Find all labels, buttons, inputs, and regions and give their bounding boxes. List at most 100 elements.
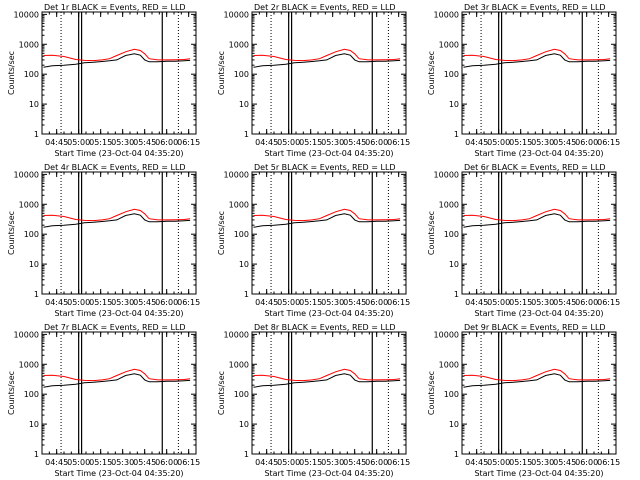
y-tick-label: 100	[24, 230, 39, 239]
x-tick-label: 05:00	[487, 298, 510, 307]
x-tick-label: 05:45	[133, 458, 156, 467]
x-axis-label: Start Time (23-Oct-04 04:35:20)	[474, 309, 603, 318]
x-axis-label: Start Time (23-Oct-04 04:35:20)	[54, 469, 183, 478]
x-tick-label: 06:15	[597, 298, 620, 307]
chart-title: Det 2r BLACK = Events, RED = LLD	[254, 3, 396, 12]
chart-title: Det 7r BLACK = Events, RED = LLD	[44, 323, 186, 332]
x-tick-label: 05:00	[277, 138, 300, 147]
events-series-line	[43, 373, 191, 388]
x-tick-label: 06:15	[177, 298, 200, 307]
x-axis-label: Start Time (23-Oct-04 04:35:20)	[474, 469, 603, 478]
plot-frame	[251, 11, 407, 135]
y-axis-label: Counts/sec	[7, 211, 16, 255]
events-series-line	[43, 53, 191, 68]
events-series-line	[253, 373, 401, 388]
y-tick-label: 10000	[434, 10, 459, 19]
x-tick-label: 05:15	[299, 298, 322, 307]
events-series-line	[253, 213, 401, 228]
lld-series-line	[463, 368, 611, 382]
y-axis-label: Counts/sec	[427, 371, 436, 415]
chart-panel-9: 1 10 100 1000 10000 04:4505:0005:1505:3005:45…	[427, 323, 620, 478]
y-axis-label: Counts/sec	[7, 51, 16, 95]
x-tick-label: 06:15	[597, 138, 620, 147]
x-axis-label: Start Time (23-Oct-04 04:35:20)	[54, 149, 183, 158]
plot-frame	[461, 11, 617, 135]
chart-panel-4: 1 10 100 1000 10000 04:4505:0005:1505:3005:45…	[7, 163, 200, 318]
y-tick-label: 10	[449, 420, 459, 429]
y-tick-label: 10000	[224, 170, 249, 179]
x-tick-label: 06:15	[387, 458, 410, 467]
y-tick-label: 10	[449, 100, 459, 109]
y-tick-label: 10000	[434, 170, 459, 179]
x-tick-label: 05:30	[321, 298, 344, 307]
x-tick-label: 05:45	[553, 458, 576, 467]
y-tick-label: 100	[234, 230, 249, 239]
x-tick-label: 05:45	[133, 298, 156, 307]
x-axis-label: Start Time (23-Oct-04 04:35:20)	[474, 149, 603, 158]
y-tick-label: 1	[244, 130, 249, 139]
y-tick-label: 10	[239, 420, 249, 429]
x-axis-label: Start Time (23-Oct-04 04:35:20)	[264, 149, 393, 158]
x-tick-label: 05:00	[487, 138, 510, 147]
x-tick-label: 04:45	[45, 138, 68, 147]
y-axis-label: Counts/sec	[427, 211, 436, 255]
y-tick-label: 10000	[14, 10, 39, 19]
chart-panel-7: 1 10 100 1000 10000 04:4505:0005:1505:3005:45…	[7, 323, 200, 478]
x-tick-label: 06:15	[177, 458, 200, 467]
y-axis-label: Counts/sec	[7, 371, 16, 415]
x-tick-label: 05:15	[509, 298, 532, 307]
y-tick-label: 1000	[19, 360, 39, 369]
x-tick-label: 05:30	[111, 138, 134, 147]
x-tick-label: 06:00	[575, 138, 598, 147]
lld-series-line	[43, 48, 191, 62]
y-tick-label: 10000	[224, 10, 249, 19]
y-axis-label: Counts/sec	[217, 51, 226, 95]
lld-series-line	[253, 48, 401, 62]
x-tick-label: 04:45	[465, 458, 488, 467]
y-tick-label: 1000	[19, 200, 39, 209]
events-series-line	[43, 213, 191, 228]
y-tick-label: 100	[444, 230, 459, 239]
y-tick-label: 1	[34, 130, 39, 139]
x-tick-label: 05:00	[67, 298, 90, 307]
y-tick-label: 1000	[229, 200, 249, 209]
events-series-line	[463, 53, 611, 68]
y-tick-label: 1	[244, 450, 249, 459]
y-axis-label: Counts/sec	[427, 51, 436, 95]
x-tick-label: 05:30	[321, 458, 344, 467]
y-tick-label: 10	[29, 260, 39, 269]
x-tick-label: 06:00	[575, 458, 598, 467]
x-tick-label: 05:00	[67, 458, 90, 467]
x-tick-label: 04:45	[45, 458, 68, 467]
x-axis-label: Start Time (23-Oct-04 04:35:20)	[264, 309, 393, 318]
x-tick-label: 05:30	[111, 458, 134, 467]
y-tick-label: 1000	[439, 200, 459, 209]
x-tick-label: 05:45	[553, 298, 576, 307]
y-tick-label: 100	[444, 390, 459, 399]
y-tick-label: 100	[24, 390, 39, 399]
chart-panel-3: 1 10 100 1000 10000 04:4505:0005:1505:3005:45…	[427, 3, 620, 158]
y-tick-label: 1	[34, 290, 39, 299]
events-series-line	[253, 53, 401, 68]
y-tick-label: 1000	[439, 360, 459, 369]
plot-frame	[41, 331, 197, 455]
x-tick-label: 05:45	[133, 138, 156, 147]
lld-series-line	[253, 208, 401, 222]
y-tick-label: 100	[24, 70, 39, 79]
x-tick-label: 06:00	[365, 138, 388, 147]
x-tick-label: 06:00	[155, 138, 178, 147]
y-tick-label: 1000	[439, 40, 459, 49]
chart-panel-2: 1 10 100 1000 10000 04:4505:0005:1505:3005:45…	[217, 3, 410, 158]
x-tick-label: 06:00	[155, 298, 178, 307]
x-tick-label: 05:45	[553, 138, 576, 147]
x-tick-label: 06:00	[365, 298, 388, 307]
x-tick-label: 05:45	[343, 298, 366, 307]
y-tick-label: 1	[454, 290, 459, 299]
x-tick-label: 05:30	[321, 138, 344, 147]
chart-title: Det 1r BLACK = Events, RED = LLD	[44, 3, 186, 12]
x-tick-label: 06:15	[177, 138, 200, 147]
x-tick-label: 05:00	[277, 298, 300, 307]
plot-frame	[41, 171, 197, 295]
y-tick-label: 10	[239, 260, 249, 269]
